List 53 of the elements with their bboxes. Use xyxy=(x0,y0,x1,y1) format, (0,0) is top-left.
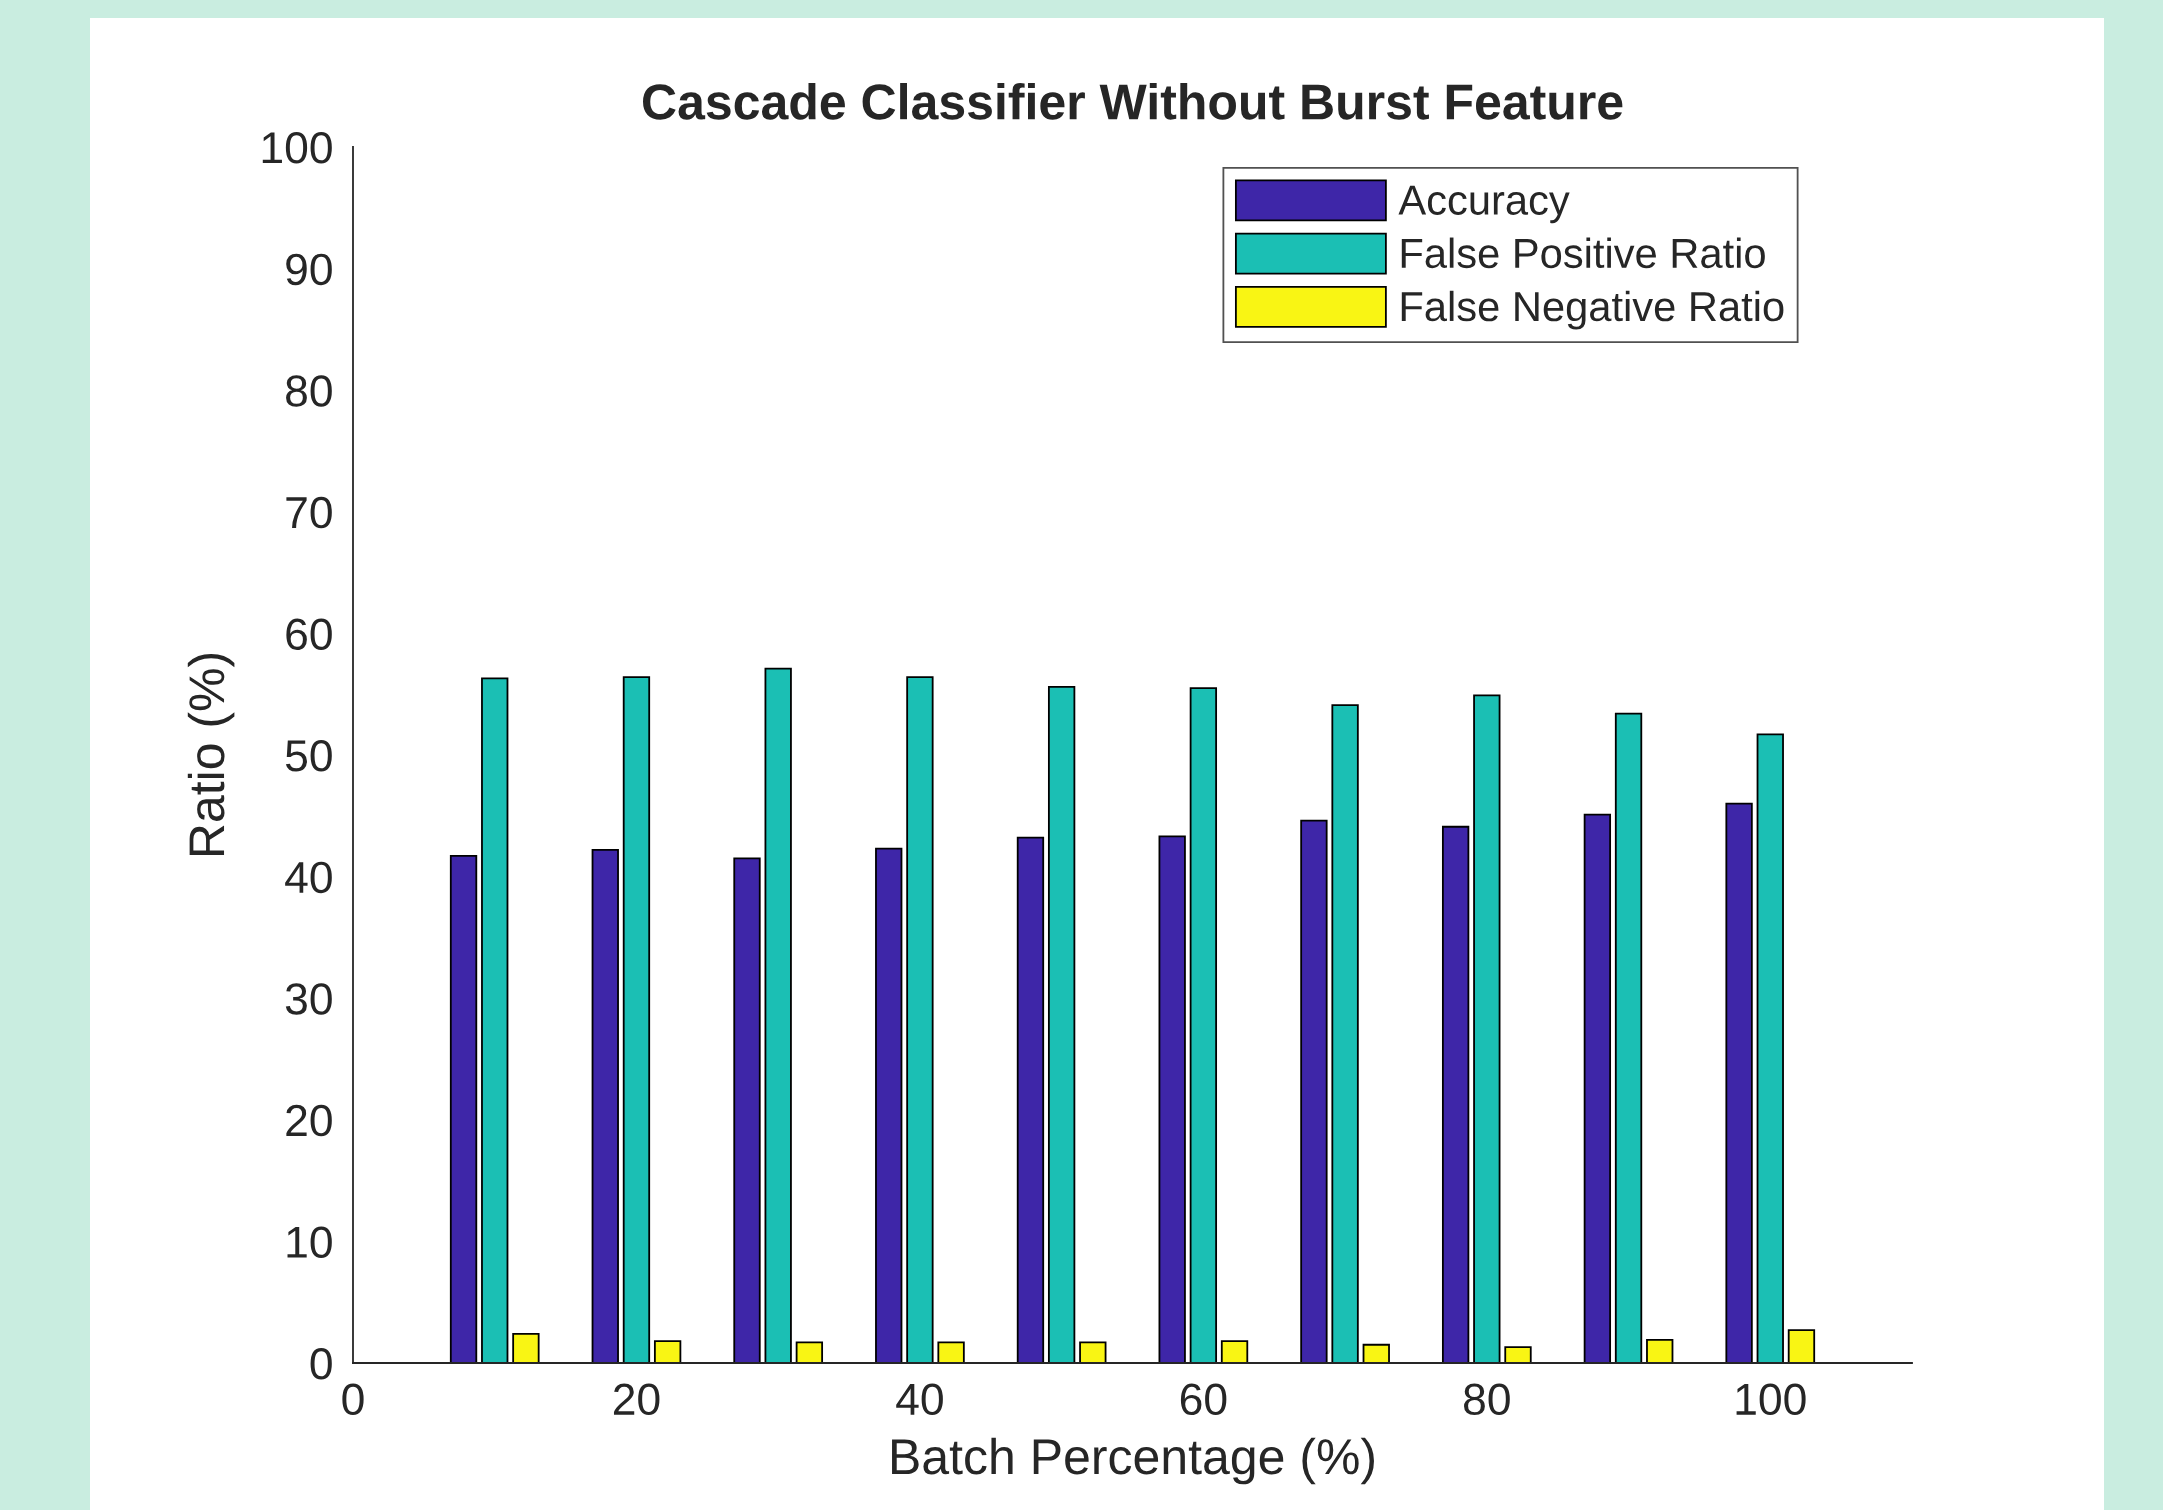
y-tick-label: 60 xyxy=(286,618,332,650)
y-tick-label: 30 xyxy=(285,983,332,1015)
x-tick-label: 0 xyxy=(342,1383,364,1416)
y-tick-label: 80 xyxy=(286,375,332,407)
bar xyxy=(1473,694,1501,1363)
bar xyxy=(875,847,903,1363)
bar xyxy=(1158,835,1186,1363)
legend-label: False Positive Ratio xyxy=(1401,237,1765,269)
y-tick-label: 10 xyxy=(287,1226,332,1258)
bar xyxy=(591,848,619,1363)
y-tick-label: 100 xyxy=(262,132,332,164)
bar xyxy=(1756,733,1784,1363)
bar xyxy=(622,676,651,1363)
bar xyxy=(653,1340,682,1363)
y-tick-label: 50 xyxy=(285,740,332,772)
legend-label: False Negative Ratio xyxy=(1401,290,1784,330)
bar xyxy=(1787,1329,1816,1363)
x-axis-title: Batch Percentage (%) xyxy=(892,1437,1374,1485)
y-tick-label: 70 xyxy=(286,496,332,529)
x-tick-label: 20 xyxy=(613,1383,660,1416)
bar xyxy=(1441,825,1470,1363)
y-tick-label: 90 xyxy=(286,253,332,286)
bar xyxy=(1646,1338,1674,1363)
x-tick-label: 100 xyxy=(1736,1383,1806,1416)
bar xyxy=(1047,685,1076,1363)
legend-label: Accuracy xyxy=(1398,185,1570,224)
bar xyxy=(906,676,934,1363)
bar xyxy=(1189,687,1218,1363)
y-tick-label: 20 xyxy=(286,1104,332,1137)
bar xyxy=(1331,704,1359,1363)
bar xyxy=(1614,712,1643,1363)
y-tick-label: 0 xyxy=(310,1348,332,1380)
x-tick-label: 40 xyxy=(896,1383,943,1416)
bar xyxy=(1016,836,1045,1363)
bar xyxy=(1362,1343,1390,1363)
y-axis-title: Ratio (%) xyxy=(187,653,235,856)
bar xyxy=(1079,1341,1107,1363)
x-tick-label: 60 xyxy=(1180,1383,1227,1416)
bar xyxy=(1725,802,1753,1363)
bar xyxy=(1220,1340,1249,1363)
bar xyxy=(1300,819,1328,1363)
chart-title: Cascade Classifier Without Burst Feature xyxy=(643,82,1623,120)
bar xyxy=(481,677,509,1363)
y-tick-label: 40 xyxy=(285,861,332,894)
bar xyxy=(1583,813,1612,1363)
bar xyxy=(1504,1346,1532,1363)
bar xyxy=(937,1341,965,1363)
bar xyxy=(764,667,792,1363)
bar xyxy=(733,857,761,1363)
bar xyxy=(795,1341,824,1363)
bar xyxy=(512,1332,540,1363)
x-tick-label: 80 xyxy=(1464,1383,1510,1416)
bar xyxy=(449,855,478,1363)
